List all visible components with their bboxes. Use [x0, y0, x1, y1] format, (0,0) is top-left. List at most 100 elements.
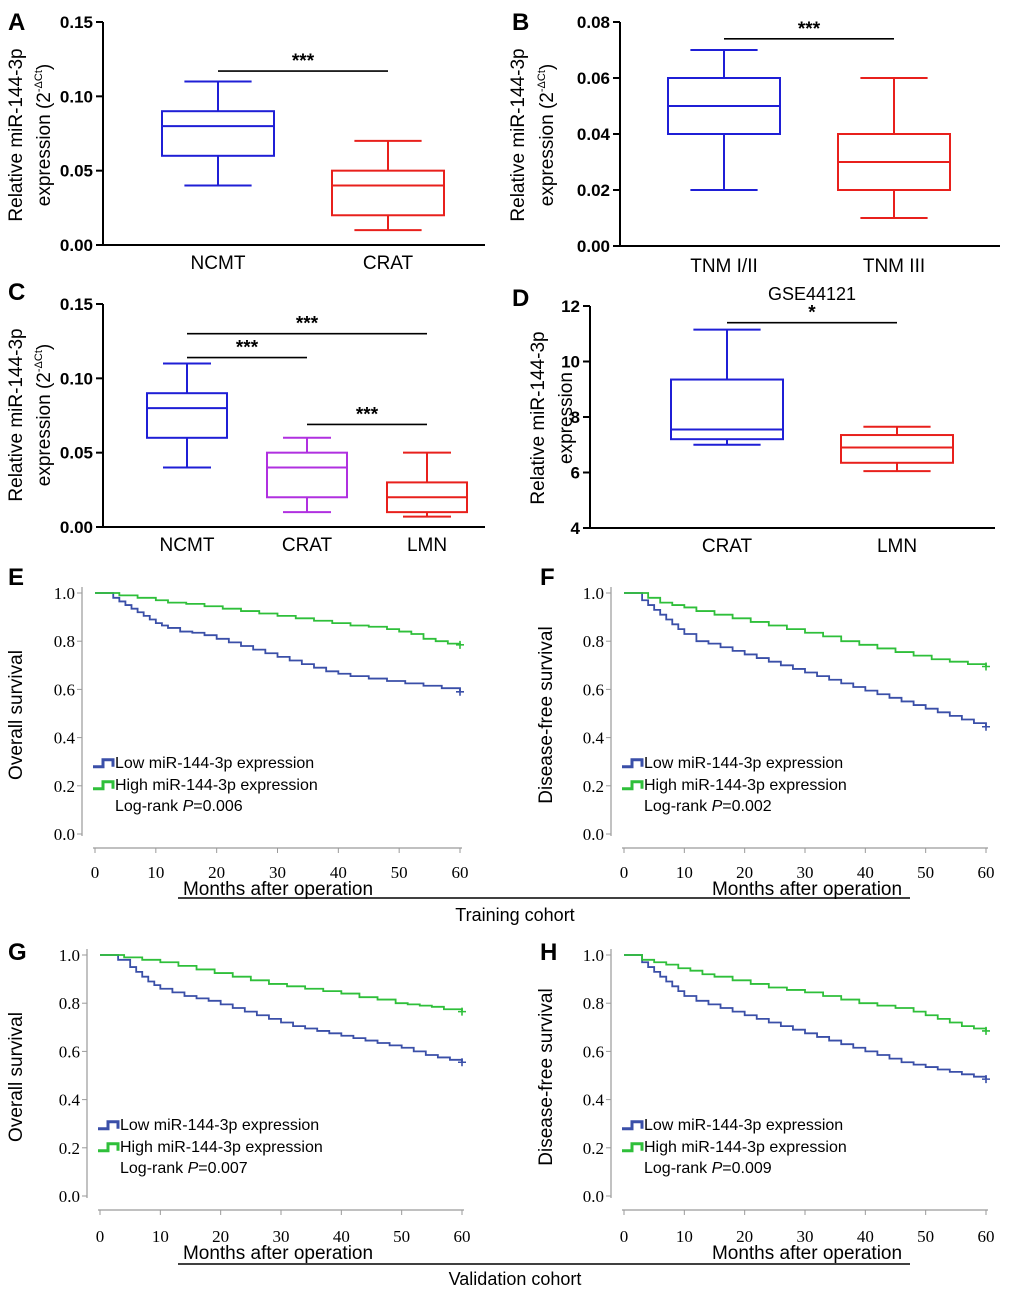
survival-curve-low: [95, 592, 461, 692]
x-tick-label: 10: [147, 863, 164, 882]
censor-mark: [458, 1007, 466, 1016]
x-tick-label: 30: [269, 863, 286, 882]
x-axis-label: Months after operation: [712, 1243, 902, 1264]
legend-swatch-high: [98, 1142, 120, 1153]
x-tick-label: 60: [978, 863, 995, 882]
legend-swatch-low: [93, 758, 115, 769]
panel-H: H 0.0 0.2 0.4 0.6 0.8 1.0 0 10 20 30 40 50 60 Months a…: [536, 939, 995, 1264]
panel-letter: F: [540, 564, 555, 591]
x-tick-label: 40: [330, 863, 347, 882]
y-axis-label-line2: expression (2-ΔCt): [33, 344, 55, 486]
y-tick-label: 0.00: [577, 237, 610, 256]
panel-letter: E: [8, 564, 24, 591]
chart-title: GSE44121: [768, 284, 856, 304]
y-tick-label: 0.15: [60, 295, 93, 314]
x-tick-label: 30: [797, 863, 814, 882]
x-tick-label: 40: [857, 1227, 874, 1246]
panel-letter: C: [8, 279, 25, 306]
panel-D: D 4 6 8 10 12 Relative miR-144-3p expression GSE…: [512, 284, 995, 557]
censor-mark: [982, 722, 990, 731]
survival-curve-low: [100, 954, 463, 1063]
y-tick-label: 0.04: [577, 125, 611, 144]
x-tick-label: 20: [212, 1227, 229, 1246]
y-tick-label: 8: [571, 408, 580, 427]
y-tick-label: 0.00: [60, 236, 93, 255]
x-tick-label: 50: [393, 1227, 410, 1246]
y-tick-label: 0.6: [583, 680, 604, 699]
panel-letter: D: [512, 285, 529, 312]
legend-label-high: High miR-144-3p expression: [120, 1139, 323, 1156]
y-tick-label: 0.0: [54, 825, 75, 844]
x-tick-label: 20: [736, 1227, 753, 1246]
y-tick-label: 1.0: [583, 584, 604, 603]
x-tick-label: 50: [917, 1227, 934, 1246]
x-tick-label: 60: [452, 863, 469, 882]
x-tick-label: 10: [152, 1227, 169, 1246]
y-tick-label: 0.8: [59, 994, 80, 1013]
significance-label: ***: [296, 314, 319, 335]
y-tick-label: 0.6: [59, 1042, 80, 1061]
legend-label-low: Low miR-144-3p expression: [644, 755, 843, 772]
y-axis-label-line2: expression (2-ΔCt): [536, 64, 558, 206]
y-axis-label: Relative miR-144-3p: [6, 48, 27, 221]
survival-curve-low: [624, 954, 987, 1080]
censor-mark: [982, 1026, 990, 1035]
legend-swatch-low: [622, 758, 644, 769]
x-tick-label: 40: [857, 863, 874, 882]
panel-G: G 0.0 0.2 0.4 0.6 0.8 1.0 0 10 20 30 40 50 60 Months a…: [6, 939, 471, 1264]
significance-label: ***: [292, 51, 315, 72]
survival-curve-high: [624, 954, 987, 1031]
significance-label: ***: [236, 338, 259, 359]
logrank-text: Log-rank P=0.006: [115, 798, 243, 815]
y-tick-label: 0.2: [583, 777, 604, 796]
y-tick-label: 0.2: [59, 1139, 80, 1158]
legend-label-low: Low miR-144-3p expression: [644, 1117, 843, 1134]
panel-B: B 0.00 0.02 0.04 0.06 0.08 Relative miR-144-3p…: [508, 9, 1000, 277]
panel-letter: B: [512, 9, 529, 36]
survival-curve-high: [95, 592, 461, 645]
y-tick-label: 0.15: [60, 13, 93, 32]
y-tick-label: 6: [571, 464, 580, 483]
y-tick-label: 0.4: [583, 729, 605, 748]
box-iqr: [146, 392, 228, 439]
box-iqr: [161, 110, 275, 157]
category-label: LMN: [407, 535, 447, 556]
x-tick-label: 20: [736, 863, 753, 882]
y-tick-label: 0.02: [577, 181, 610, 200]
legend-swatch-low: [98, 1120, 120, 1131]
category-label: CRAT: [282, 535, 333, 556]
legend-swatch-high: [93, 780, 115, 791]
y-tick-label: 10: [561, 353, 580, 372]
panel-C: C 0.00 0.05 0.10 0.15 Relative miR-144-3p expr…: [6, 279, 485, 556]
validation-cohort-label: Validation cohort: [449, 1269, 582, 1289]
y-tick-label: 0.8: [583, 994, 604, 1013]
censor-mark: [456, 687, 464, 696]
x-tick-label: 10: [676, 1227, 693, 1246]
y-axis-label-line2: expression: [556, 372, 577, 464]
y-tick-label: 0.08: [577, 13, 610, 32]
y-tick-label: 0.8: [54, 632, 75, 651]
x-tick-label: 60: [978, 1227, 995, 1246]
y-axis-label: Overall survival: [6, 650, 27, 780]
y-tick-label: 12: [561, 297, 580, 316]
legend-swatch-high: [622, 780, 644, 791]
y-tick-label: 0.0: [59, 1187, 80, 1206]
logrank-text: Log-rank P=0.002: [644, 798, 772, 815]
y-tick-label: 0.4: [54, 729, 76, 748]
censor-mark: [982, 662, 990, 671]
category-label: CRAT: [702, 536, 753, 557]
panel-letter: G: [8, 939, 27, 966]
censor-mark: [458, 1058, 466, 1067]
y-tick-label: 0.8: [583, 632, 604, 651]
panel-letter: A: [8, 9, 25, 36]
panel-A: A 0.00 0.05 0.10 0.15 Relative miR-144-3p expr…: [6, 9, 485, 274]
y-tick-label: 0.05: [60, 162, 93, 181]
legend-label-high: High miR-144-3p expression: [644, 777, 847, 794]
x-tick-label: 50: [391, 863, 408, 882]
x-tick-label: 40: [333, 1227, 350, 1246]
y-tick-label: 0.0: [583, 825, 604, 844]
y-axis-label: Relative miR-144-3p: [528, 331, 549, 504]
x-tick-label: 60: [454, 1227, 471, 1246]
category-label: LMN: [877, 536, 917, 557]
